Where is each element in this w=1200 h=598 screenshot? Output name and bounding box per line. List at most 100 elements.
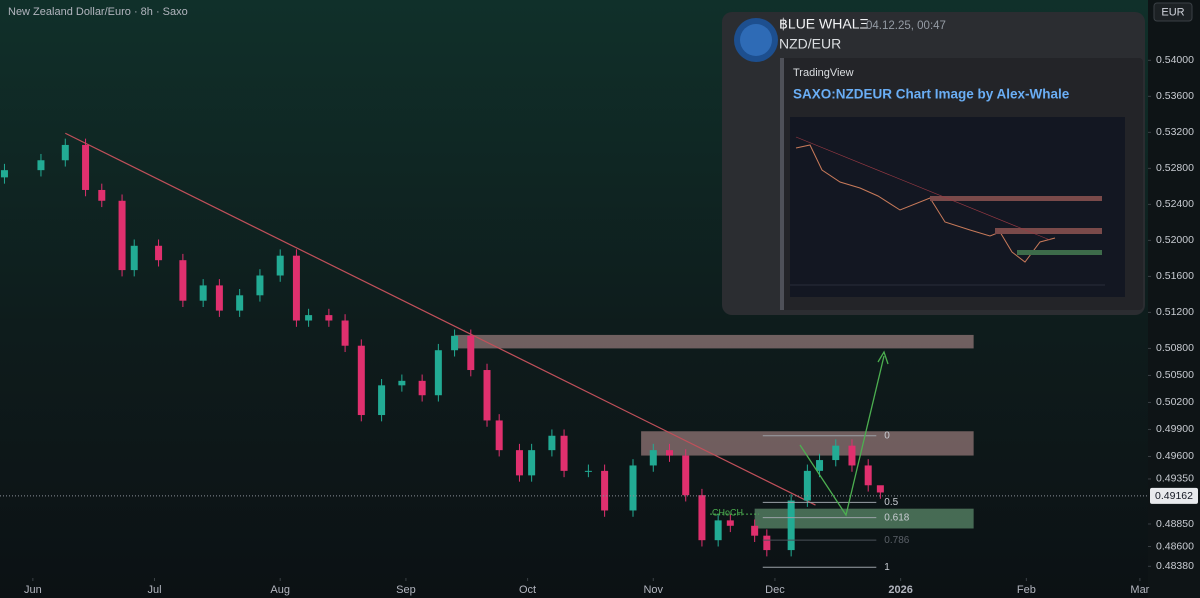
- projection-arrow: [799, 355, 885, 517]
- embed-border: [780, 58, 784, 310]
- plot-area: 0.540000.536000.532000.528000.524000.520…: [0, 54, 1194, 596]
- y-tick-label: 0.53600: [1156, 90, 1194, 102]
- trendline: [65, 132, 816, 506]
- zone: [454, 334, 974, 349]
- y-tick-label: 0.51200: [1156, 306, 1194, 318]
- candle-body: [292, 255, 300, 321]
- candle-body: [467, 335, 475, 371]
- candle-body: [37, 160, 45, 171]
- candle-body: [451, 335, 459, 351]
- y-tick-label: 0.48600: [1156, 540, 1194, 552]
- avatar-inner: [740, 24, 772, 56]
- y-tick-label: 0.50500: [1156, 369, 1194, 381]
- candle-body: [649, 450, 657, 466]
- candle-body: [876, 485, 884, 493]
- x-tick-label: Aug: [270, 584, 290, 596]
- embed-image[interactable]: [790, 117, 1125, 297]
- candle-body: [714, 520, 722, 541]
- thumbnail-zone: [930, 196, 1102, 201]
- candle-body: [816, 460, 824, 471]
- candle-body: [682, 455, 690, 496]
- candle-body: [305, 315, 313, 321]
- fib-label: 0: [884, 430, 890, 441]
- embed-title[interactable]: SAXO:NZDEUR Chart Image by Alex-Whale: [793, 87, 1070, 102]
- x-tick-label: Jul: [147, 584, 161, 596]
- y-tick-label: 0.52000: [1156, 234, 1194, 246]
- y-tick-label: 0.54000: [1156, 54, 1194, 66]
- candle-body: [398, 380, 406, 386]
- projection-arrowhead: [877, 350, 889, 365]
- candle-body: [357, 345, 365, 416]
- candle-body: [803, 470, 811, 501]
- zone: [754, 508, 974, 529]
- y-tick-label: 0.50200: [1156, 396, 1194, 408]
- candle-body: [325, 315, 333, 321]
- x-tick-label: Dec: [765, 584, 785, 596]
- candle-body: [832, 445, 840, 461]
- x-tick-label: Feb: [1017, 584, 1036, 596]
- candle-body: [495, 420, 503, 451]
- candle-body: [61, 144, 69, 161]
- candle-body: [199, 285, 207, 301]
- author[interactable]: ฿LUE WHALΞ: [779, 16, 869, 32]
- candle-body: [763, 535, 771, 551]
- candle-body: [378, 385, 386, 416]
- candle-body: [179, 260, 187, 301]
- x-tick-label: Mar: [1130, 584, 1149, 596]
- candle-body: [276, 255, 284, 276]
- currency-label: EUR: [1161, 6, 1184, 18]
- candle-body: [848, 445, 856, 466]
- y-tick-label: 0.52800: [1156, 162, 1194, 174]
- candle-body: [629, 465, 637, 511]
- candle-body: [418, 380, 426, 396]
- candle-body: [601, 470, 609, 511]
- candle-body: [215, 285, 223, 311]
- y-tick-label: 0.49600: [1156, 450, 1194, 462]
- fib-label: 0.5: [884, 497, 898, 508]
- thumbnail-zone: [995, 228, 1102, 234]
- candle-body: [515, 450, 523, 476]
- timestamp: 04.12.25, 00:47: [866, 20, 946, 32]
- y-tick-label: 0.52400: [1156, 198, 1194, 210]
- candle-body: [155, 245, 163, 261]
- y-tick-label: 0.48850: [1156, 518, 1194, 530]
- candle-body: [341, 320, 349, 346]
- candle-body: [665, 450, 673, 456]
- candle-body: [0, 170, 8, 178]
- last-price-label: 0.49162: [1155, 490, 1193, 502]
- candle-body: [82, 144, 90, 190]
- choch-label: CHoCH: [712, 507, 743, 517]
- y-tick-label: 0.50800: [1156, 342, 1194, 354]
- x-tick-label: Oct: [519, 584, 536, 596]
- message-card: ฿LUE WHALΞ 04.12.25, 00:47 NZD/EUR Tradi…: [722, 12, 1145, 315]
- y-tick-label: 0.49900: [1156, 423, 1194, 435]
- candle-body: [751, 525, 759, 536]
- message-text: NZD/EUR: [779, 36, 841, 52]
- candle-body: [787, 500, 795, 551]
- x-tick-label: 2026: [888, 584, 912, 596]
- y-tick-label: 0.51600: [1156, 270, 1194, 282]
- thumbnail-zone: [1017, 250, 1102, 255]
- last-price-box: [1150, 487, 1198, 504]
- currency-button[interactable]: [1153, 2, 1193, 22]
- y-tick-label: 0.48380: [1156, 560, 1194, 572]
- candle-body: [584, 470, 592, 472]
- candle-body: [698, 495, 706, 541]
- y-tick-label: 0.53200: [1156, 126, 1194, 138]
- embed-provider: TradingView: [793, 67, 854, 79]
- candle-body: [548, 435, 556, 451]
- x-tick-label: Sep: [396, 584, 416, 596]
- candle-body: [98, 189, 106, 201]
- fib-label: 0.618: [884, 512, 909, 523]
- candle-body: [256, 275, 264, 296]
- x-tick-label: Nov: [643, 584, 663, 596]
- fib-label: 1: [884, 562, 890, 573]
- candle-body: [560, 435, 568, 471]
- candle-body: [864, 465, 872, 486]
- candle-body: [528, 450, 536, 476]
- thumbnail-trend: [795, 136, 1051, 241]
- chart-title: New Zealand Dollar/Euro · 8h · Saxo: [8, 6, 188, 18]
- thumbnail-line: [795, 144, 1056, 263]
